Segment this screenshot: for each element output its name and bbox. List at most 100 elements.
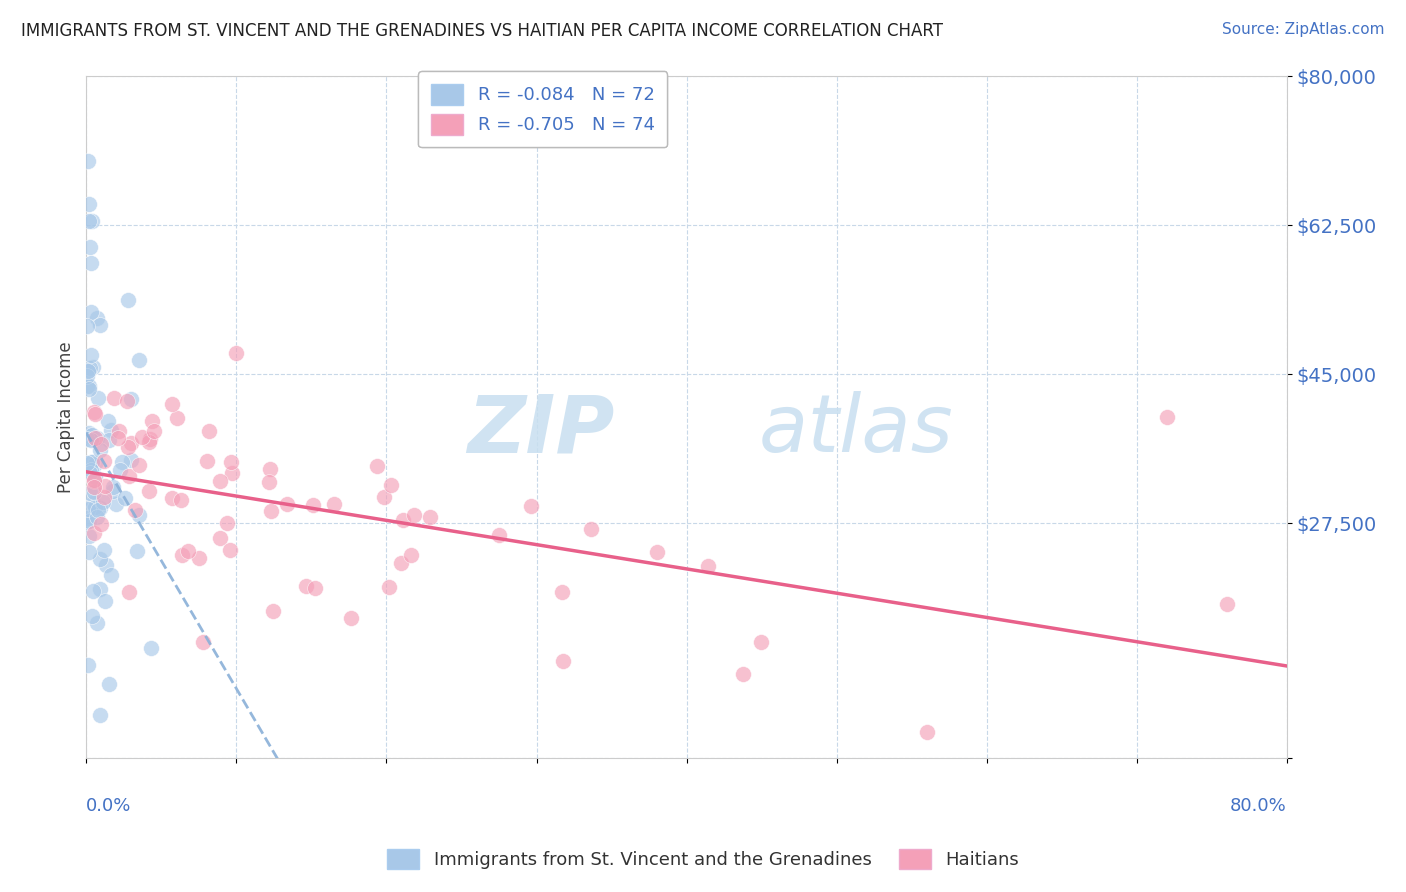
Point [276,497,298,511]
Point [80,305,103,319]
Point [87,503,110,517]
Point [89,582,111,596]
Point [86,431,108,445]
Point [373,491,395,505]
Point [79,466,101,480]
Point [83,525,105,540]
Point [87,392,110,406]
Point [100,567,122,582]
Point [80,454,103,468]
Point [80,427,103,442]
Point [419,510,441,524]
Point [389,556,412,570]
Point [120,453,142,467]
Point [80,434,103,448]
Point [76,368,98,383]
Point [76,319,98,334]
Point [138,483,160,498]
Point [121,392,143,407]
Point [89,708,111,723]
Point [83,473,105,487]
Point [392,513,415,527]
Point [93,490,115,504]
Point [128,353,150,368]
Point [191,634,214,648]
Point [128,508,150,522]
Point [399,548,422,562]
Point [83,485,105,500]
Y-axis label: Per Capita Income: Per Capita Income [58,341,75,492]
Point [89,551,111,566]
Point [80,256,103,270]
Point [76,432,98,446]
Point [90,437,112,451]
Point [100,423,122,437]
Point [209,531,232,545]
Point [1216,597,1239,611]
Point [83,480,105,494]
Point [77,382,100,396]
Point [86,310,108,325]
Point [82,360,104,375]
Point [80,608,103,623]
Point [219,455,242,469]
Text: Source: ZipAtlas.com: Source: ZipAtlas.com [1222,22,1385,37]
Point [84,500,107,514]
Point [139,433,162,447]
Point [142,424,165,438]
Text: IMMIGRANTS FROM ST. VINCENT AND THE GRENADINES VS HAITIAN PER CAPITA INCOME CORR: IMMIGRANTS FROM ST. VINCENT AND THE GREN… [21,22,943,40]
Point [380,478,402,492]
Point [89,318,111,333]
Point [86,616,108,631]
Point [93,454,115,468]
Point [302,498,325,512]
Point [488,528,510,542]
Point [260,504,283,518]
Point [138,434,160,449]
Point [366,458,388,473]
Point [93,479,115,493]
Point [103,391,125,405]
Point [141,414,163,428]
Point [696,559,718,574]
Point [93,542,115,557]
Point [221,467,243,481]
Point [198,425,221,439]
Point [101,483,124,498]
Point [551,585,574,599]
Point [295,579,318,593]
Point [97,433,120,447]
Point [114,491,136,505]
Point [82,213,104,227]
Point [79,529,101,543]
Point [84,457,107,471]
Point [108,424,131,438]
Point [579,522,602,536]
Point [160,491,183,505]
Point [120,436,142,450]
Point [82,496,104,510]
Text: 0.0%: 0.0% [86,797,132,814]
Point [77,363,100,377]
Point [117,293,139,308]
Point [170,548,193,562]
Point [107,431,129,445]
Point [79,361,101,376]
Point [76,456,98,470]
Point [79,214,101,228]
Point [188,550,211,565]
Point [77,429,100,443]
Point [79,426,101,441]
Text: ZIP: ZIP [467,392,614,469]
Point [79,240,101,254]
Point [218,543,240,558]
Point [76,154,98,169]
Point [402,508,425,523]
Point [91,494,114,508]
Point [124,503,146,517]
Point [83,475,105,489]
Point [751,634,773,648]
Point [917,724,939,739]
Point [117,394,139,409]
Point [80,348,103,362]
